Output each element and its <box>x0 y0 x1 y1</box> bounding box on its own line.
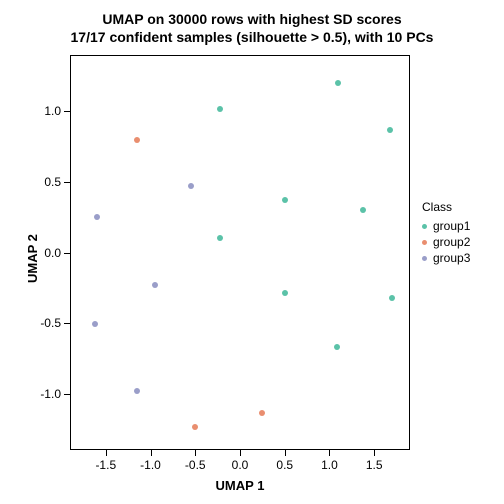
umap-scatter-chart: UMAP on 30000 rows with highest SD score… <box>0 0 504 504</box>
x-tick-label: -0.5 <box>185 458 206 472</box>
chart-title: UMAP on 30000 rows with highest SD score… <box>0 10 504 46</box>
data-point <box>282 290 288 296</box>
data-point <box>188 183 194 189</box>
plot-area <box>70 55 410 450</box>
x-tick-label: -1.5 <box>95 458 116 472</box>
legend-item: group1 <box>422 218 470 234</box>
y-tick-mark <box>64 253 70 254</box>
x-tick-mark <box>285 450 286 456</box>
x-tick-mark <box>374 450 375 456</box>
data-point <box>217 106 223 112</box>
x-tick-label: 0.0 <box>232 458 249 472</box>
data-point <box>389 295 395 301</box>
x-tick-label: 1.5 <box>366 458 383 472</box>
x-tick-mark <box>329 450 330 456</box>
y-tick-label: -0.5 <box>33 316 61 330</box>
legend-item-label: group2 <box>433 235 470 249</box>
legend-title: Class <box>422 200 470 214</box>
legend-swatch-icon <box>422 256 427 261</box>
legend-item: group2 <box>422 234 470 250</box>
data-point <box>335 80 341 86</box>
y-tick-mark <box>64 182 70 183</box>
x-tick-mark <box>151 450 152 456</box>
data-point <box>259 410 265 416</box>
data-point <box>134 388 140 394</box>
legend-item-label: group1 <box>433 219 470 233</box>
data-point <box>360 207 366 213</box>
x-tick-mark <box>240 450 241 456</box>
x-tick-label: -1.0 <box>140 458 161 472</box>
y-tick-label: 0.0 <box>33 246 61 260</box>
legend-swatch-icon <box>422 240 427 245</box>
x-tick-mark <box>106 450 107 456</box>
chart-title-line2: 17/17 confident samples (silhouette > 0.… <box>71 29 434 45</box>
y-tick-label: 1.0 <box>33 104 61 118</box>
y-tick-mark <box>64 394 70 395</box>
y-tick-label: -1.0 <box>33 387 61 401</box>
chart-title-line1: UMAP on 30000 rows with highest SD score… <box>102 11 401 27</box>
x-tick-mark <box>195 450 196 456</box>
x-tick-label: 1.0 <box>321 458 338 472</box>
data-point <box>92 321 98 327</box>
data-point <box>134 137 140 143</box>
data-point <box>282 197 288 203</box>
legend-swatch-icon <box>422 224 427 229</box>
data-point <box>192 424 198 430</box>
x-axis-label: UMAP 1 <box>70 478 410 493</box>
legend-item-label: group3 <box>433 251 470 265</box>
y-tick-label: 0.5 <box>33 175 61 189</box>
x-tick-label: 0.5 <box>276 458 293 472</box>
y-tick-mark <box>64 111 70 112</box>
data-point <box>387 127 393 133</box>
data-point <box>217 235 223 241</box>
legend-item: group3 <box>422 250 470 266</box>
data-point <box>334 344 340 350</box>
legend: Class group1 group2 group3 <box>422 200 470 266</box>
data-point <box>94 214 100 220</box>
y-tick-mark <box>64 323 70 324</box>
data-point <box>152 282 158 288</box>
